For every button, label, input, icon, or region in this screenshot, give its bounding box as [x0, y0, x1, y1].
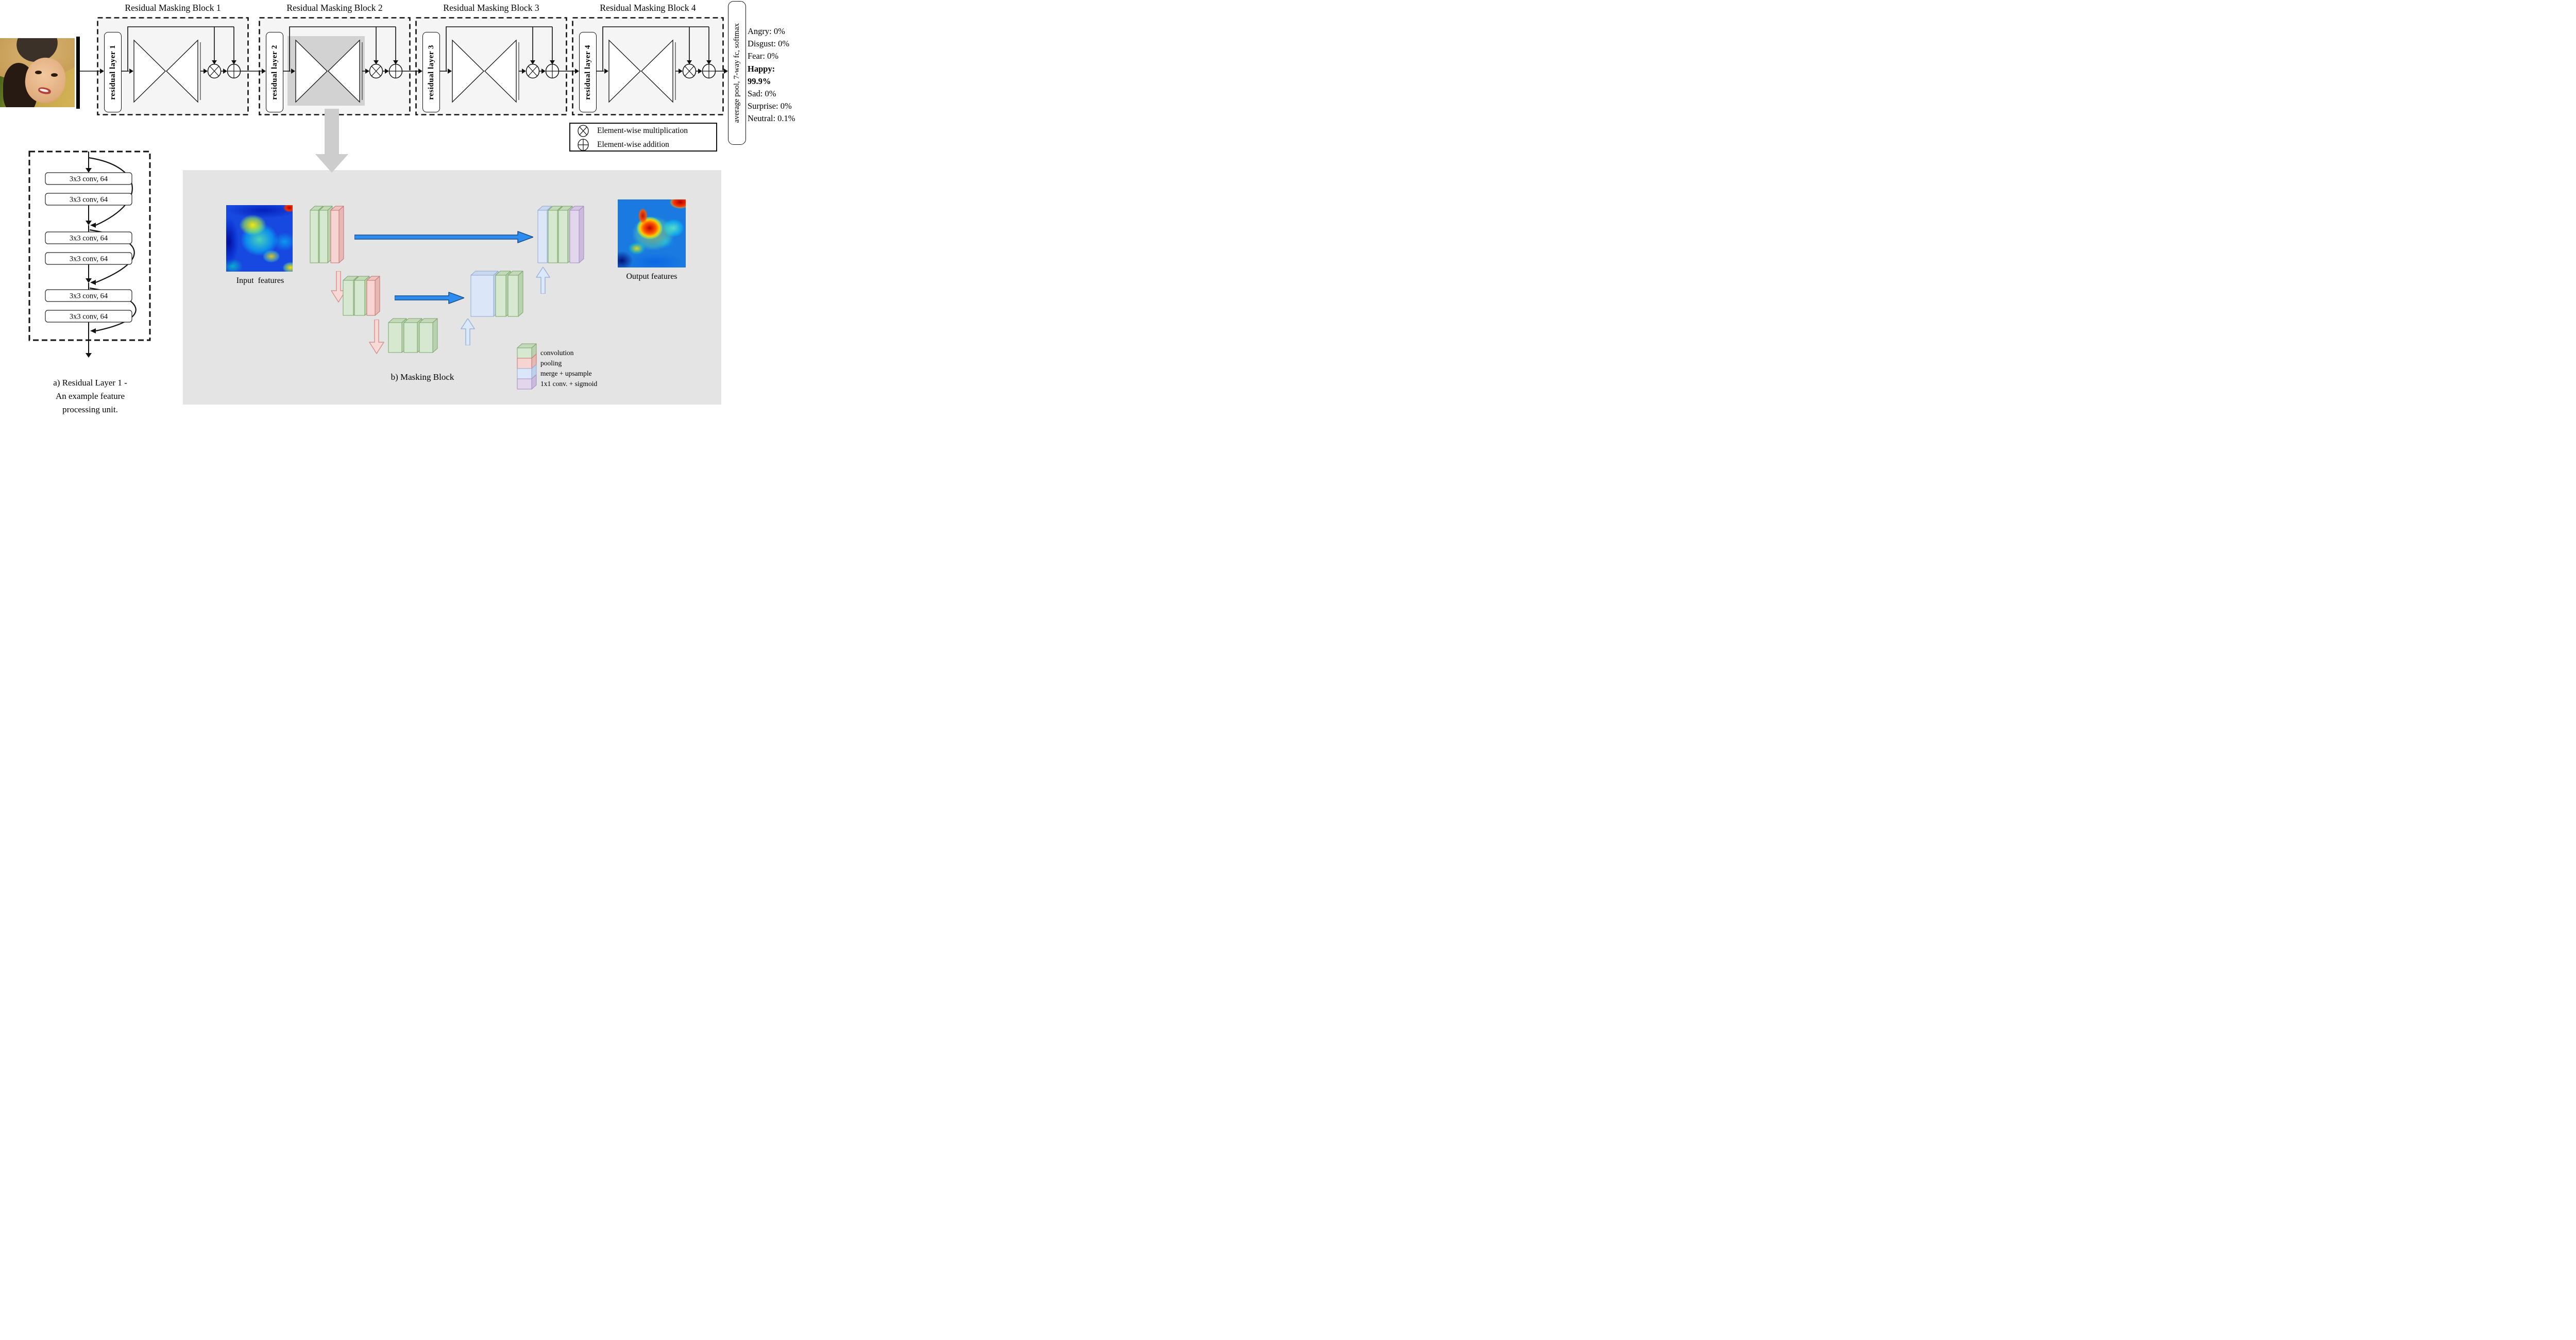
output-features-heatmap	[618, 199, 686, 267]
average-pool-fc-softmax-box: average pool, 7-way fc, softmax	[728, 1, 746, 145]
pooling-arrow-1	[331, 271, 346, 303]
element-wise-multiplication-icon	[578, 125, 589, 137]
upsample-arrow-2	[536, 267, 550, 294]
pooling-arrow-2	[369, 320, 384, 354]
conv-box-1-label: 3x3 conv, 64	[70, 175, 108, 183]
masking-block-panel: Input features	[183, 170, 721, 405]
block-4-title: Residual Masking Block 4	[600, 3, 696, 13]
residual-masking-block-4: residual layer 4	[572, 17, 724, 115]
block-3-title: Residual Masking Block 3	[443, 3, 539, 13]
input-features-label: Input features	[236, 276, 284, 285]
masking-bowtie-left	[608, 39, 641, 103]
caption-line-1: a) Residual Layer 1 -	[53, 378, 127, 388]
bottleneck-stack	[388, 318, 438, 353]
conv-box-6	[45, 310, 132, 323]
block-2-diagram	[259, 17, 411, 115]
input-features-heatmap	[226, 205, 293, 272]
masking-legend-cubes	[517, 343, 537, 390]
figure-canvas: Input features	[0, 0, 808, 420]
residual-layer-detail-caption: a) Residual Layer 1 - An example feature…	[39, 376, 142, 416]
masking-bowtie-left	[295, 39, 328, 103]
eye-left	[35, 70, 42, 74]
caption-line-3: processing unit.	[62, 405, 118, 414]
masking-bowtie-right	[166, 39, 198, 103]
output-features-label: Output features	[626, 272, 677, 281]
residual-masking-block-2: residual layer 2	[259, 17, 411, 115]
block-2-title: Residual Masking Block 2	[286, 3, 383, 13]
addition-label: Element-wise addition	[597, 140, 669, 149]
ops-row-multiplication: Element-wise multiplication	[570, 124, 716, 138]
skip-arrow-top	[354, 231, 533, 243]
prediction-line-disgust: Disgust: 0%	[748, 39, 790, 49]
residual-layer-2-box: residual layer 2	[266, 32, 283, 112]
conv-box-4	[45, 252, 132, 265]
conv-box-1	[45, 172, 132, 185]
decoder-stack-2	[470, 271, 523, 317]
residual-masking-block-3: residual layer 3	[415, 17, 567, 115]
masking-bowtie-right	[328, 39, 360, 103]
block-1-diagram	[97, 17, 249, 115]
block-3-diagram	[415, 17, 567, 115]
prediction-line-neutral: Neutral: 0.1%	[748, 113, 795, 124]
zoom-indicator-arrow	[315, 109, 348, 173]
conv-box-5	[45, 289, 132, 302]
masking-bowtie-left	[133, 39, 166, 103]
prediction-line-surprise: Surprise: 0%	[748, 101, 792, 111]
ops-row-addition: Element-wise addition	[570, 138, 716, 152]
encoder-stack-2	[343, 276, 380, 316]
conv-box-4-label: 3x3 conv, 64	[70, 255, 108, 263]
connector-arrow-4-head	[723, 69, 728, 74]
input-face-photo	[0, 38, 75, 107]
residual-layer-1-box: residual layer 1	[104, 32, 122, 112]
input-arrow	[80, 69, 104, 74]
upsample-arrow-1	[461, 319, 475, 345]
encoder-stack-1	[310, 206, 344, 263]
conv-box-2-label: 3x3 conv, 64	[70, 196, 108, 204]
multiplication-label: Element-wise multiplication	[597, 126, 688, 135]
connector-arrow-2-3	[411, 69, 422, 74]
element-wise-addition-icon	[578, 139, 589, 151]
residual-masking-block-1: residual layer 1	[97, 17, 249, 115]
connector-arrow-3-4	[567, 69, 579, 74]
prediction-list: Angry: 0% Disgust: 0% Fear: 0% Happy: 99…	[748, 25, 807, 125]
residual-layer-detail-diagram: 3x3 conv, 64 3x3 conv, 64 3x3 conv, 64 3…	[28, 150, 151, 358]
block-1-title: Residual Masking Block 1	[125, 3, 221, 13]
eye-right	[50, 73, 58, 77]
conv-box-3	[45, 231, 132, 244]
prediction-line-angry: Angry: 0%	[748, 26, 785, 36]
conv-box-3-label: 3x3 conv, 64	[70, 234, 108, 243]
caption-line-2: An example feature	[55, 391, 125, 401]
block-4-diagram	[572, 17, 724, 115]
skip-arrow-mid	[395, 292, 464, 304]
legend-label-1x1-conv-sigmoid: 1x1 conv. + sigmoid	[540, 380, 598, 388]
prediction-line-happy-value: 99.9%	[748, 76, 771, 86]
conv-box-6-label: 3x3 conv, 64	[70, 313, 108, 321]
masking-bowtie-right	[641, 39, 673, 103]
residual-layer-3-box: residual layer 3	[422, 32, 440, 112]
legend-label-pooling: pooling	[540, 359, 562, 367]
operations-legend: Element-wise multiplication Element-wise…	[569, 123, 717, 152]
connector-arrow-1-2	[249, 69, 266, 74]
conv-box-2	[45, 193, 132, 206]
prediction-line-fear: Fear: 0%	[748, 51, 779, 61]
masking-block-caption: b) Masking Block	[391, 372, 454, 382]
input-bar	[76, 37, 80, 109]
prediction-line-sad: Sad: 0%	[748, 89, 776, 99]
decoder-stack-1	[537, 206, 584, 263]
prediction-line-happy: Happy:	[748, 63, 775, 74]
conv-box-5-label: 3x3 conv, 64	[70, 292, 108, 300]
masking-bowtie-left	[452, 39, 484, 103]
legend-label-convolution: convolution	[540, 349, 574, 357]
legend-label-merge-upsample: merge + upsample	[540, 370, 592, 377]
residual-layer-4-box: residual layer 4	[579, 32, 597, 112]
masking-bowtie-right	[484, 39, 517, 103]
